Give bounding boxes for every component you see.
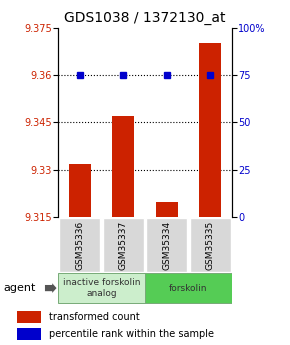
Bar (59, 218, 100, 272)
Bar (145, 273, 232, 303)
Text: GSM35335: GSM35335 (206, 220, 215, 269)
Text: forskolin: forskolin (169, 284, 208, 293)
Text: percentile rank within the sample: percentile rank within the sample (49, 329, 214, 339)
Text: inactive forskolin
analog: inactive forskolin analog (63, 278, 140, 298)
Title: GDS1038 / 1372130_at: GDS1038 / 1372130_at (64, 11, 226, 25)
Bar (146, 218, 187, 272)
Bar (17, 328, 41, 340)
Bar (200, 43, 221, 217)
Text: GSM35337: GSM35337 (119, 220, 128, 269)
Text: GSM35334: GSM35334 (162, 220, 171, 269)
Bar (156, 201, 177, 217)
Bar (58, 273, 145, 303)
Bar (103, 218, 144, 272)
Bar (113, 116, 134, 217)
Text: GSM35336: GSM35336 (75, 220, 84, 269)
Bar (17, 310, 41, 323)
Text: transformed count: transformed count (49, 312, 140, 322)
Text: agent: agent (3, 283, 35, 293)
Bar (190, 218, 231, 272)
Bar (69, 164, 90, 217)
